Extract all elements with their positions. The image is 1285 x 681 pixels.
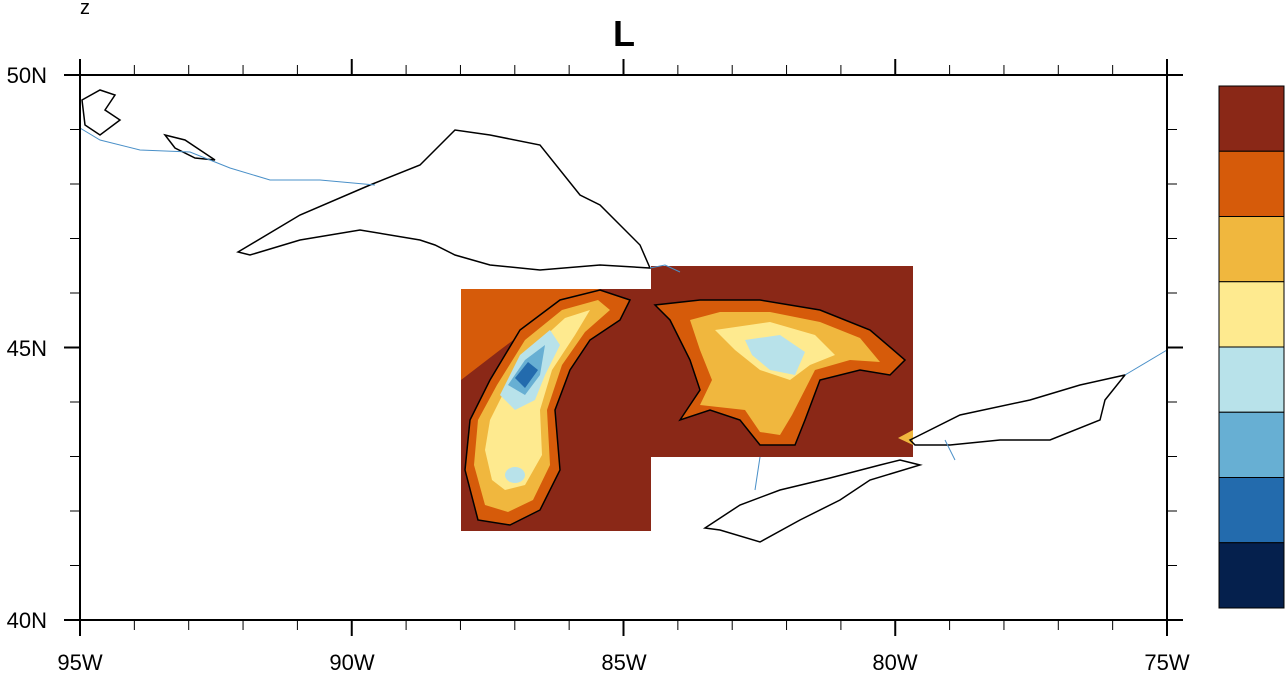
lake-erie-outline <box>702 459 923 543</box>
axis-tick-labels: 95W 90W 85W 80W 75W 40N 45N 50N <box>7 63 1190 675</box>
left-string: z <box>80 0 90 19</box>
x-tick-label: 85W <box>601 650 646 675</box>
colorbar-box <box>1218 542 1285 609</box>
colorbar-box <box>1218 150 1285 217</box>
y-tick-label: 50N <box>7 63 47 88</box>
lake-nipigon-outline <box>81 89 122 136</box>
lake-ontario-outline <box>908 373 1127 446</box>
national-boundary <box>79 127 1168 491</box>
colorbar-box <box>1218 477 1285 544</box>
colorbar-box <box>1218 216 1285 283</box>
x-tick-label: 95W <box>57 650 102 675</box>
x-tick-label: 75W <box>1144 650 1189 675</box>
lake-huron-field <box>651 266 913 457</box>
x-tick-label: 80W <box>872 650 917 675</box>
y-tick-label: 45N <box>7 336 47 361</box>
colorbar-box <box>1218 281 1285 348</box>
colorbar-box <box>1218 411 1285 478</box>
axis-ticks <box>64 59 1183 636</box>
lake-michigan-field <box>461 289 651 531</box>
island-outline <box>163 133 216 161</box>
colorbar-box <box>1218 346 1285 413</box>
colorbar <box>1218 85 1285 609</box>
lake-superior-outline <box>236 129 652 271</box>
plot-title: L <box>613 13 635 54</box>
x-tick-label: 90W <box>329 650 374 675</box>
colorbar-box <box>1218 85 1285 152</box>
y-tick-label: 40N <box>7 608 47 633</box>
